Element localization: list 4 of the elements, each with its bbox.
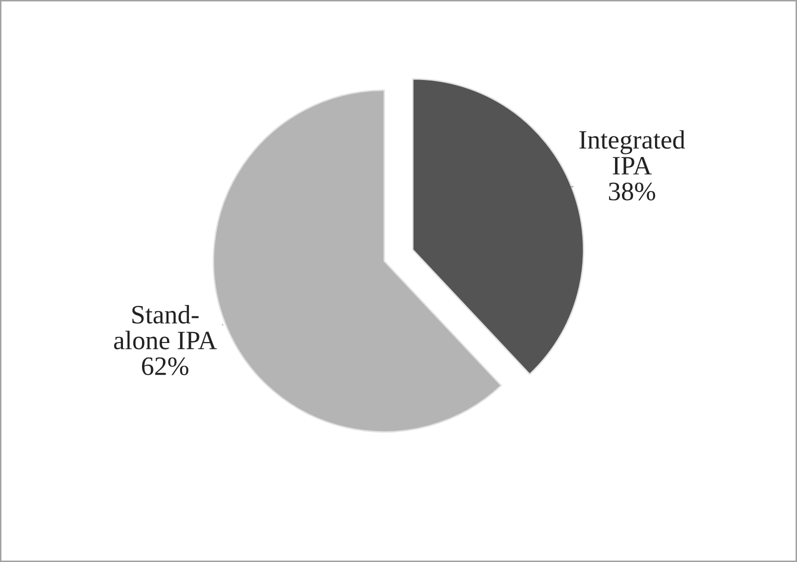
slice-label: Stand-alone IPA: [114, 305, 217, 350]
data-label: 38%: [609, 182, 656, 200]
slice-label: Integrated IPA: [579, 130, 686, 174]
data-label: 62%: [142, 357, 188, 376]
